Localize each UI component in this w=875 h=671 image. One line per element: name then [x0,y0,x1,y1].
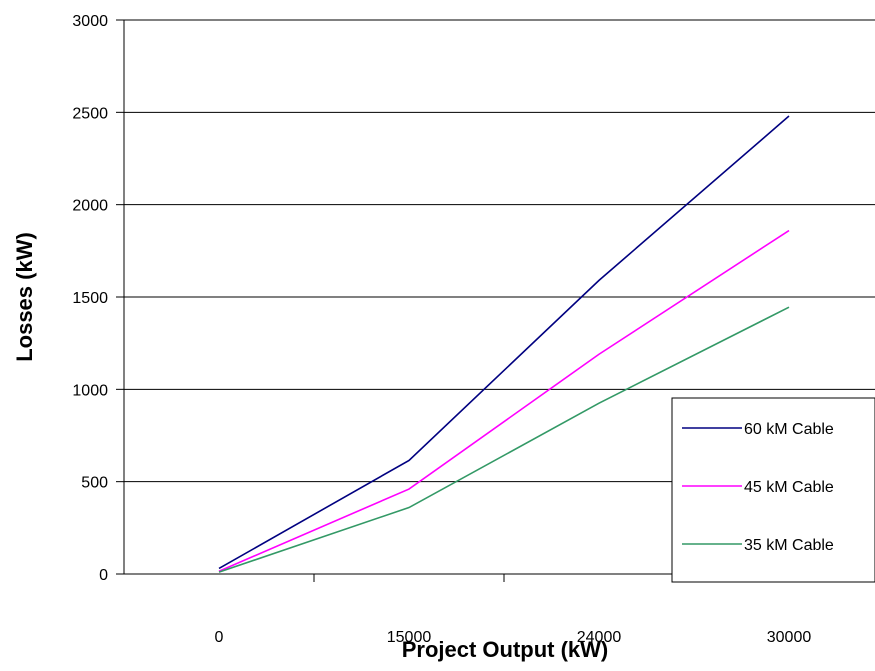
legend: 60 kM Cable 45 kM Cable 35 kM Cable [671,397,875,583]
x-axis-title: Project Output (kW) [402,637,609,662]
series-line-1 [218,115,790,570]
y-tick-label: 0 [99,567,108,584]
y-tick-labels: 0 500 1000 1500 2000 2500 3000 [72,13,108,584]
y-tick-label: 3000 [72,13,108,30]
y-tick-label: 2500 [72,105,108,122]
x-tick-label: 15000 [387,629,432,646]
legend-label-1: 60 kM Cable [744,421,834,438]
y-tick-label: 1000 [72,382,108,399]
x-tick-labels: 0 15000 24000 30000 [215,629,812,646]
legend-label-3: 35 kM Cable [744,537,834,554]
series-line-3 [218,306,790,573]
series-line-2 [218,229,790,572]
x-tick-label: 24000 [577,629,622,646]
legend-label-2: 45 kM Cable [744,479,834,496]
series-lines [218,115,790,573]
x-tick-label: 30000 [767,629,812,646]
y-tick-label: 2000 [72,198,108,215]
x-tick-label: 0 [215,629,224,646]
y-axis-title: Losses (kW) [12,232,37,362]
y-tick-label: 1500 [72,290,108,307]
y-tick-label: 500 [81,475,108,492]
